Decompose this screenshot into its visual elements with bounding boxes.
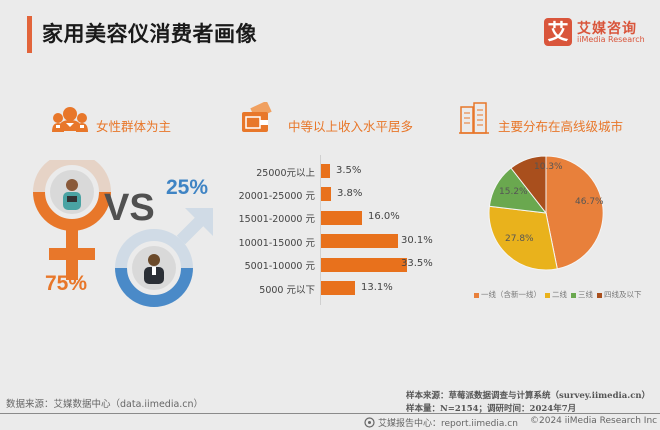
city-pie-chart [488, 155, 604, 271]
legend-item: 二线 [545, 289, 567, 300]
bar-value: 16.0% [368, 211, 400, 222]
data-source-text: 数据来源：艾媒数据中心（data.iimedia.cn） [6, 399, 204, 410]
report-center-icon [364, 417, 375, 428]
legend-swatch-icon [474, 292, 479, 298]
pie-label: 10.3% [534, 162, 563, 172]
legend-swatch-icon [597, 292, 602, 298]
buildings-icon [459, 102, 489, 134]
bar-label: 20001-25000 元 [238, 191, 315, 202]
copyright-text: ©2024 iiMedia Research Inc [530, 416, 658, 426]
report-center-link[interactable]: 艾媒报告中心：report.iimedia.cn [378, 419, 518, 429]
income-section-title: 中等以上收入水平居多 [288, 119, 414, 134]
bar [321, 258, 407, 272]
brand-name-en: iiMedia Research [577, 35, 645, 44]
vs-label: VS [104, 187, 155, 229]
legend-item: 四线及以下 [597, 289, 642, 300]
male-symbol-icon [115, 208, 213, 307]
bar [321, 187, 331, 201]
sample-source-text: 样本来源：草莓派数据调查与计算系统（survey.iimedia.cn） [406, 391, 651, 401]
pie-label: 15.2% [499, 187, 528, 197]
footer-divider [0, 413, 660, 414]
page-title: 家用美容仪消费者画像 [42, 22, 257, 46]
title-accent-bar [27, 16, 32, 53]
pie-legend: 一线（含新一线） 二线 三线 四线及以下 [474, 289, 642, 300]
brand-name-cn: 艾媒咨询 [577, 21, 637, 37]
brand-logo-icon: 艾 [544, 18, 572, 46]
female-percentage: 75% [45, 272, 88, 295]
bar [321, 211, 362, 225]
city-section-title: 主要分布在高线级城市 [498, 119, 624, 134]
wallet-icon [242, 102, 272, 132]
bar-label: 15001-20000 元 [238, 214, 315, 225]
female-symbol-icon [33, 160, 111, 280]
bar-label: 10001-15000 元 [238, 238, 315, 249]
bar-label: 5000 元以下 [259, 285, 315, 296]
pie-label: 46.7% [575, 197, 604, 207]
bar [321, 281, 355, 295]
bar-axis [320, 155, 321, 305]
male-percentage: 25% [166, 176, 209, 199]
people-group-icon [52, 107, 88, 132]
bar-value: 3.5% [336, 165, 362, 176]
bar [321, 234, 398, 248]
bar-value: 33.5% [401, 258, 433, 269]
bar-value: 13.1% [361, 282, 393, 293]
legend-item: 一线（含新一线） [474, 289, 541, 300]
sample-size-text: 样本量：N=2154；调研时间：2024年7月 [406, 404, 577, 414]
legend-item: 三线 [571, 289, 593, 300]
gender-section-title: 女性群体为主 [96, 119, 172, 134]
bar-label: 25000元以上 [256, 168, 315, 179]
pie-label: 27.8% [505, 234, 534, 244]
legend-swatch-icon [571, 292, 576, 298]
bar-label: 5001-10000 元 [244, 261, 315, 272]
bar [321, 164, 330, 178]
legend-swatch-icon [545, 292, 550, 298]
bar-value: 30.1% [401, 235, 433, 246]
bar-value: 3.8% [337, 188, 363, 199]
